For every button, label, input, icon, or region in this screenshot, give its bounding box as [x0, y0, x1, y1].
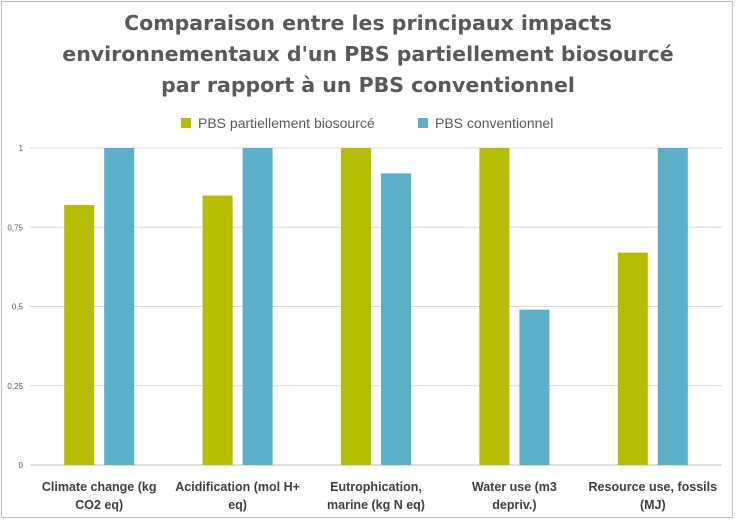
bar-biosourced [617, 252, 648, 465]
chart-legend: PBS partiellement biosourcé PBS conventi… [0, 115, 736, 135]
x-category-label-line: depriv.) [492, 498, 537, 512]
x-category-label-line: marine (kg N eq) [327, 498, 425, 512]
x-category-label-line: Eutrophication, [330, 480, 422, 494]
bar-biosourced [479, 148, 510, 465]
x-category-label-line: Acidification (mol H+ [175, 480, 300, 494]
y-tick-label: 1 [19, 144, 24, 153]
bar-conventional [519, 309, 550, 465]
bar-biosourced [202, 195, 233, 466]
legend-swatch-biosourced [181, 118, 191, 128]
x-category-label: Acidification (mol H+ eq) [163, 478, 313, 514]
legend-label-biosourced: PBS partiellement biosourcé [198, 115, 375, 131]
chart-title-line-1: Comparaison entre les principaux impacts [124, 11, 612, 35]
bar-conventional [657, 148, 688, 465]
bar-biosourced [341, 148, 371, 465]
x-category-label: Eutrophication, marine (kg N eq) [301, 478, 451, 514]
x-category-label-line: Resource use, fossils [588, 480, 718, 494]
x-category-label-line: (MJ) [639, 498, 666, 512]
y-tick-label: 0,75 [7, 223, 23, 232]
bar-conventional [242, 148, 273, 465]
x-category-label: Resource use, fossils (MJ) [578, 478, 728, 514]
legend-item-biosourced: PBS partiellement biosourcé [181, 115, 375, 131]
chart-title-line-3: par rapport à un PBS conventionnel [161, 73, 575, 97]
x-category-label-line: Climate change (kg [41, 480, 157, 494]
bar-conventional [381, 173, 411, 466]
chart-title: Comparaison entre les principaux impacts… [0, 8, 736, 101]
legend-label-conventional: PBS conventionnel [435, 115, 554, 131]
x-category-label: Climate change (kg CO2 eq) [24, 478, 174, 514]
x-category-label-line: eq) [228, 498, 247, 512]
legend-item-conventional: PBS conventionnel [418, 115, 553, 131]
x-category-label: Water use (m3 depriv.) [439, 478, 589, 514]
y-tick-label: 0,25 [7, 382, 23, 391]
y-tick-label: 0,5 [12, 303, 24, 312]
bar-biosourced [64, 205, 95, 465]
chart-title-line-2: environnementaux d'un PBS partiellement … [62, 42, 674, 66]
x-category-label-line: Water use (m3 [471, 480, 557, 494]
y-tick-label: 0 [19, 461, 24, 470]
x-category-label-line: CO2 eq) [75, 498, 124, 512]
bar-conventional [104, 148, 135, 465]
legend-swatch-conventional [418, 118, 428, 128]
